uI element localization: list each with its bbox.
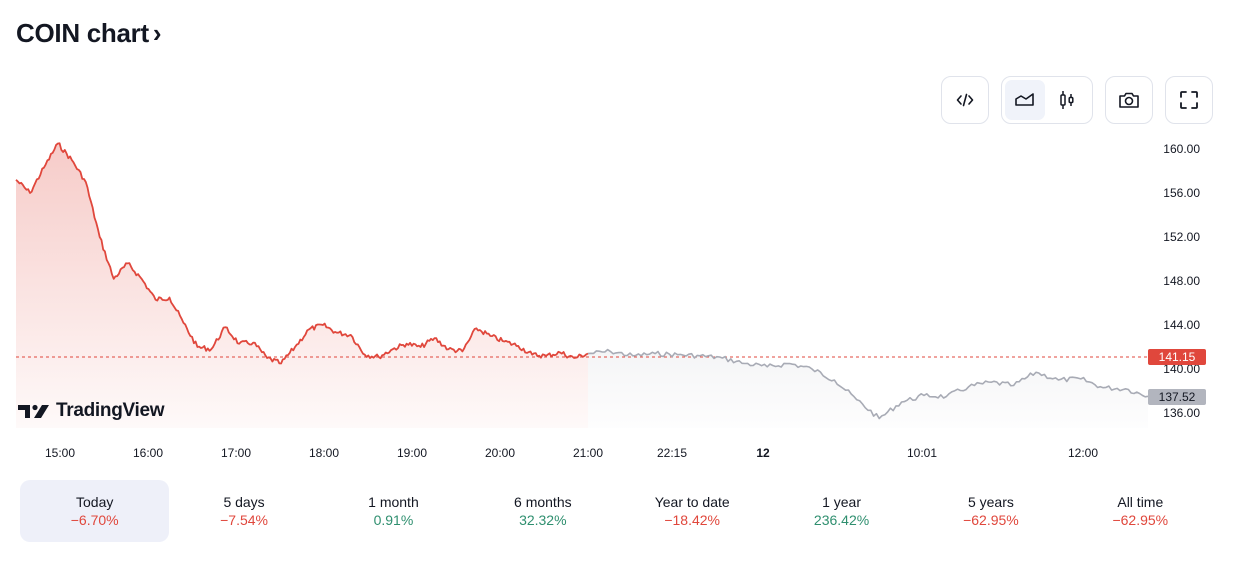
period-tab-year-to-date[interactable]: Year to date −18.42% [618,480,767,542]
chevron-right-icon: › [152,18,162,48]
period-tab-6-months[interactable]: 6 months 32.32% [468,480,617,542]
candlestick-chart-button[interactable] [1047,80,1087,120]
time-tick-label: 12:00 [1067,446,1099,460]
area-chart-icon [1015,93,1034,106]
period-change: 0.91% [373,512,414,528]
price-tick-label: 140.00 [1163,362,1200,376]
period-label: Year to date [654,494,730,510]
price-tick-label: 136.00 [1163,406,1200,420]
time-tick-label: 17:00 [220,446,252,460]
time-tick-label: 16:00 [132,446,164,460]
time-tick-label: 12 [756,446,770,460]
period-tab-1-month[interactable]: 1 month 0.91% [319,480,468,542]
time-tick-label: 20:00 [484,446,516,460]
last-price-tag: 137.52 [1148,389,1206,405]
logo-text: TradingView [56,400,165,421]
period-change: −62.95% [1112,512,1169,528]
period-tab-today[interactable]: Today −6.70% [20,480,170,542]
chart-toolbar [941,76,1213,124]
price-tick-label: 144.00 [1163,318,1200,332]
period-change: −62.95% [963,512,1019,528]
time-tick-label: 19:00 [396,446,428,460]
period-tab-1-year[interactable]: 1 year 236.42% [767,480,916,542]
period-tab-all-time[interactable]: All time −62.95% [1066,480,1215,542]
time-tick-label: 22:15 [656,446,688,460]
extended-hours-area [588,349,1148,428]
extended-hours-line [587,348,1149,420]
camera-icon [1119,92,1139,108]
area-chart-button[interactable] [1005,80,1045,120]
period-selector: Today −6.70% 5 days −7.54% 1 month 0.91% 6 mon… [20,480,1215,542]
price-chart[interactable] [0,0,1233,470]
previous-close-tag: 141.15 [1148,349,1206,365]
period-change: −7.54% [220,512,268,528]
period-label: Today [76,494,114,510]
period-label: 1 year [822,494,862,510]
tradingview-logo-icon [18,404,49,418]
time-tick-label: 15:00 [44,446,76,460]
price-tick-label: 148.00 [1163,274,1200,288]
period-label: All time [1117,494,1164,510]
period-tab-5-days[interactable]: 5 days −7.54% [169,480,318,542]
price-tick-label: 160.00 [1163,142,1200,156]
candlestick-icon [1060,91,1074,109]
period-change: 32.32% [519,512,567,528]
page-title: COIN chart [16,18,149,48]
price-tick-label: 156.00 [1163,186,1200,200]
period-change: 236.42% [813,512,870,528]
time-tick-label: 10:01 [906,446,938,460]
period-label: 6 months [514,494,572,510]
period-label: 5 days [223,494,265,510]
time-tick-label: 18:00 [308,446,340,460]
period-change: −6.70% [70,512,119,528]
period-change: −18.42% [664,512,721,528]
period-label: 5 years [967,494,1014,510]
fullscreen-button[interactable] [1165,76,1213,124]
chart-type-toggle [1001,76,1093,124]
chart-title-link[interactable]: COIN chart › [16,18,161,49]
regular-session-line [15,142,589,365]
tradingview-logo[interactable]: TradingView [18,400,165,422]
embed-code-button[interactable] [941,76,989,124]
screenshot-button[interactable] [1105,76,1153,124]
code-icon [956,93,974,107]
price-tick-label: 152.00 [1163,230,1200,244]
fullscreen-icon [1180,91,1198,109]
period-tab-5-years[interactable]: 5 years −62.95% [916,480,1065,542]
period-label: 1 month [368,494,419,510]
regular-session-area [16,143,588,429]
time-tick-label: 21:00 [572,446,604,460]
